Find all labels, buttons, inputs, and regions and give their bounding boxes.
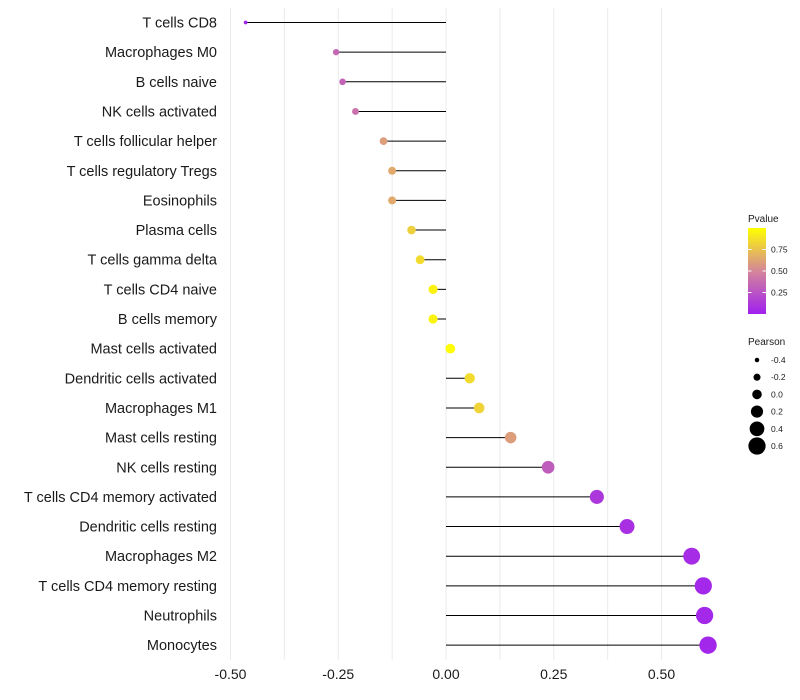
- category-label: T cells follicular helper: [74, 134, 217, 150]
- category-label: Dendritic cells activated: [65, 371, 217, 387]
- size-key: [750, 405, 764, 418]
- category-label: T cells CD4 memory activated: [24, 490, 217, 506]
- category-label: B cells naive: [136, 75, 217, 91]
- data-point: [445, 343, 456, 354]
- data-point: [415, 255, 425, 265]
- pearson-size-keys: -0.4 -0.2 0.0 0.2 0.4 0.6: [748, 355, 786, 455]
- category-label: T cells CD4 naive: [104, 282, 217, 298]
- size-key-label: 0.2: [771, 407, 783, 417]
- category-label: B cells memory: [118, 312, 218, 328]
- category-label: Dendritic cells resting: [79, 520, 217, 536]
- colorbar-tick-label: 0.75: [771, 245, 788, 255]
- category-label: Macrophages M2: [105, 549, 217, 565]
- grid-lines: [230, 8, 662, 660]
- data-point: [243, 20, 248, 25]
- colorbar-tick-label: 0.25: [771, 288, 788, 298]
- category-label: Macrophages M1: [105, 401, 217, 417]
- category-label: Macrophages M0: [105, 45, 217, 61]
- size-key-label: 0.4: [771, 424, 783, 434]
- category-label: NK cells activated: [102, 104, 217, 120]
- category-label: T cells gamma delta: [88, 253, 218, 269]
- data-point: [388, 196, 397, 205]
- lollipop-points: [243, 20, 717, 654]
- data-point: [473, 402, 485, 414]
- x-tick-label: 0.00: [432, 666, 459, 682]
- data-point: [589, 489, 604, 504]
- data-point: [504, 431, 517, 444]
- pearson-legend-title: Pearson: [748, 337, 785, 348]
- pearson-legend: Pearson -0.4 -0.2 0.0 0.2 0.4 0.6: [748, 337, 786, 455]
- x-tick-labels: -0.50 -0.25 0.00 0.25 0.50: [215, 666, 676, 682]
- size-key: [752, 389, 762, 400]
- size-key-label: -0.4: [771, 355, 786, 365]
- data-point: [388, 166, 397, 175]
- pvalue-legend-title: Pvalue: [748, 214, 779, 225]
- category-label: T cells regulatory Tregs: [67, 164, 217, 180]
- data-point: [464, 373, 475, 384]
- lollipop-stems: [245, 22, 709, 646]
- x-tick-label: 0.25: [540, 666, 567, 682]
- size-key-label: 0.6: [771, 441, 783, 451]
- category-labels: T cells CD8 Macrophages M0 B cells naive NK…: [24, 16, 218, 655]
- x-tick-label: 0.50: [648, 666, 675, 682]
- data-point: [339, 78, 346, 86]
- data-point: [352, 107, 359, 115]
- data-point: [699, 636, 717, 654]
- data-point: [332, 48, 340, 56]
- data-point: [428, 314, 438, 324]
- category-label: Mast cells activated: [90, 342, 217, 358]
- x-tick-label: -0.50: [215, 666, 247, 682]
- data-point: [379, 137, 388, 145]
- size-key: [753, 373, 761, 381]
- pvalue-colorbar: [748, 228, 766, 314]
- category-label: T cells CD8: [142, 16, 217, 32]
- x-tick-label: -0.25: [322, 666, 354, 682]
- category-label: Plasma cells: [136, 223, 217, 239]
- data-point: [694, 577, 712, 595]
- category-label: NK cells resting: [116, 460, 217, 476]
- category-label: Eosinophils: [143, 193, 217, 209]
- category-label: Monocytes: [147, 638, 217, 654]
- data-point: [695, 606, 714, 625]
- pvalue-colorbar-ticks: 0.25 0.50 0.75: [748, 245, 788, 298]
- data-point: [541, 460, 555, 474]
- size-key: [749, 421, 765, 437]
- colorbar-tick-label: 0.50: [771, 266, 788, 276]
- size-key-label: 0.0: [771, 389, 783, 399]
- size-key: [754, 357, 760, 363]
- size-key-label: -0.2: [771, 372, 786, 382]
- data-point: [428, 284, 438, 294]
- data-point: [407, 225, 416, 235]
- category-label: Mast cells resting: [105, 431, 217, 447]
- data-point: [619, 519, 635, 535]
- size-key: [748, 437, 766, 455]
- data-point: [683, 547, 701, 565]
- category-label: Neutrophils: [144, 609, 217, 625]
- pvalue-legend: Pvalue 0.25 0.50 0.75: [748, 214, 788, 314]
- category-label: T cells CD4 memory resting: [38, 579, 217, 595]
